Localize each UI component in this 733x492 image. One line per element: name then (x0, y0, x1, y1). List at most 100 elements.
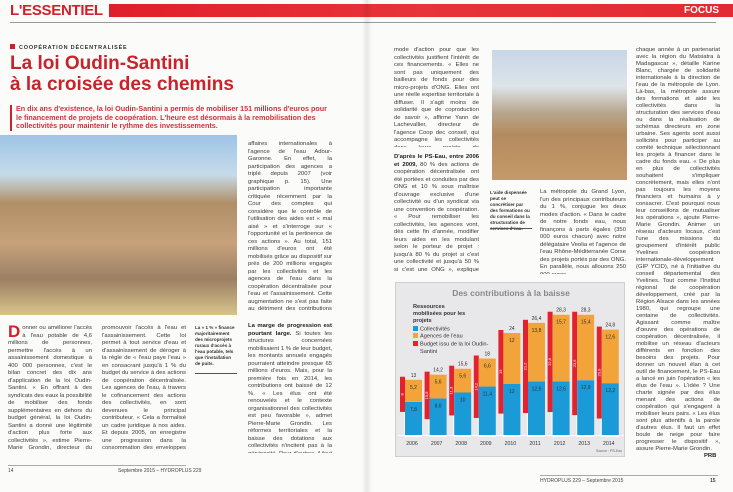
label-budget: 8 (400, 392, 405, 395)
legend-swatch-red (413, 341, 418, 347)
label-agences: 5,6 (459, 374, 466, 380)
label-total: 28,3 (581, 308, 591, 314)
x-tick-label: 2011 (529, 441, 540, 447)
label-collectivites: 12,6 (532, 386, 542, 392)
column-3: affaires internationales à l'agence de l… (248, 141, 332, 312)
bar-collectivites (601, 383, 619, 435)
label-budget: 20,9 (596, 368, 601, 377)
footer-text-left: Septembre 2015 – HYDROPLUS 229 (118, 468, 202, 474)
bar-collectivites (528, 381, 545, 435)
kicker: COOPÉRATION DÉCENTRALISÉE (10, 44, 128, 51)
column-4: La marge de progression est pourtant lar… (248, 323, 332, 453)
photo-water-cart (492, 50, 627, 180)
bar-budget (400, 376, 405, 412)
label-budget: 11,3 (449, 386, 454, 394)
bar-budget (547, 311, 553, 413)
bar-collectivites (405, 401, 422, 435)
bar-agences (405, 379, 422, 402)
bar-agences (601, 329, 619, 384)
right-column-3: chaque année à un partenariat avec la ré… (636, 47, 720, 451)
legend-label: Agences de l'eau (420, 333, 463, 340)
bar-collectivites (454, 392, 472, 435)
x-tick-label: 2009 (480, 441, 492, 447)
label-collectivites: 11,4 (483, 392, 493, 398)
footer-rule-right (540, 475, 718, 476)
bar-collectivites (577, 380, 595, 435)
label-collectivites: 12 (509, 389, 515, 395)
legend-item-agences: Agences de l'eau (413, 333, 493, 341)
label-total: 28,3 (556, 308, 566, 314)
label-collectivites: 8,6 (435, 403, 442, 409)
bar-budget (596, 326, 602, 419)
bar-budget (523, 319, 528, 414)
label-total: 24,8 (605, 323, 615, 329)
header-bar (109, 4, 733, 17)
legend-item-budget: Budget issu de la loi Oudin-Santini (413, 341, 493, 356)
x-tick-label: 2014 (603, 441, 615, 447)
bar-collectivites (503, 384, 521, 435)
label-budget: 23,5 (572, 359, 577, 368)
article-lead: En dix ans d'existence, la loi Oudin-San… (10, 104, 330, 131)
bar-collectivites (478, 386, 496, 435)
chart-source: Source : PS-Eau (596, 449, 623, 453)
photo-caption-1: La « 1 % » finance majoritairement des m… (195, 325, 235, 366)
right-column-3-text: chaque année à un partenariat avec la ré… (636, 47, 720, 451)
legend-label: Budget issu de la loi Oudin-Santini (420, 341, 489, 355)
header-rule (10, 22, 716, 23)
footer-rule-left (8, 465, 186, 466)
label-agences: 12,6 (605, 335, 615, 341)
legend-title: Ressources mobilisées pour les projets (413, 304, 466, 325)
chart: Des contributions à la baisse Ressources… (395, 282, 625, 457)
column-4-text: Si toutes les structures concernées mobi… (248, 330, 332, 454)
page-fold (362, 0, 372, 492)
right-column-1-text: 80 % des actions de coopération décentra… (394, 161, 479, 273)
photo-well-children (0, 135, 237, 315)
x-tick-label: 2010 (505, 441, 517, 447)
column-1-text: onner ou améliorer l'accès à l'eau potab… (8, 325, 92, 453)
caption-rule (195, 373, 237, 374)
x-tick-label: 2008 (455, 441, 467, 447)
label-collectivites: 12,6 (556, 386, 566, 392)
signature: PRB (704, 453, 717, 459)
right-column-1b: D'après le PS-Eau, entre 2006 et 2009, 8… (394, 154, 479, 274)
bar-budget (498, 330, 504, 414)
label-collectivites: 12,2 (605, 388, 615, 394)
legend-swatch-blue (413, 325, 418, 331)
label-total: 24 (509, 326, 515, 332)
label-agences: 6,6 (484, 364, 491, 370)
kicker-square-icon (10, 44, 15, 49)
chart-title: Des contributions à la baisse (452, 288, 570, 298)
label-agences: 12 (509, 338, 515, 344)
label-agences: 5,6 (435, 380, 442, 386)
section-focus: FOCUS (684, 5, 719, 16)
label-total: 13 (411, 373, 417, 379)
kicker-text: COOPÉRATION DÉCENTRALISÉE (19, 45, 128, 51)
title-line-1: La loi Oudin-Santini (10, 53, 190, 74)
bar-budget (449, 365, 455, 416)
label-collectivites: 12,9 (581, 385, 591, 391)
bar-agences (528, 322, 545, 382)
footer-text-right: HYDROPLUS 229 – Septembre 2015 (540, 478, 624, 484)
bar-agences (454, 368, 472, 393)
label-total: 14,2 (433, 368, 443, 374)
bar-agences (429, 374, 447, 399)
legend-item-collectivites: Collectivités (413, 325, 493, 334)
bar-collectivites (429, 398, 447, 435)
label-total: 15,6 (458, 362, 468, 368)
label-total: 18 (485, 352, 491, 358)
caption-rule-2 (490, 228, 532, 229)
bar-budget (424, 371, 430, 420)
label-agences: 13,8 (532, 328, 542, 334)
x-tick-label: 2007 (431, 441, 443, 447)
photo-caption-2: L'aide dispensée peut se concrétiser par… (490, 190, 530, 231)
bar-budget (473, 355, 479, 418)
label-collectivites: 10 (460, 398, 466, 404)
x-tick-label: 2006 (406, 441, 418, 447)
x-tick-label: 2013 (578, 441, 590, 447)
label-budget: 21,2 (523, 362, 528, 371)
dropcap: D (8, 325, 21, 341)
legend-label: Collectivités (420, 326, 450, 333)
chart-plot: 8 7,8 5,2 13 2006 10,8 8,6 5,6 14,2 2007 11,3 10 5,6… (398, 308, 624, 447)
page-number-right: 15 (710, 478, 716, 484)
section-rubric: L'ESSENTIEL (10, 2, 103, 19)
